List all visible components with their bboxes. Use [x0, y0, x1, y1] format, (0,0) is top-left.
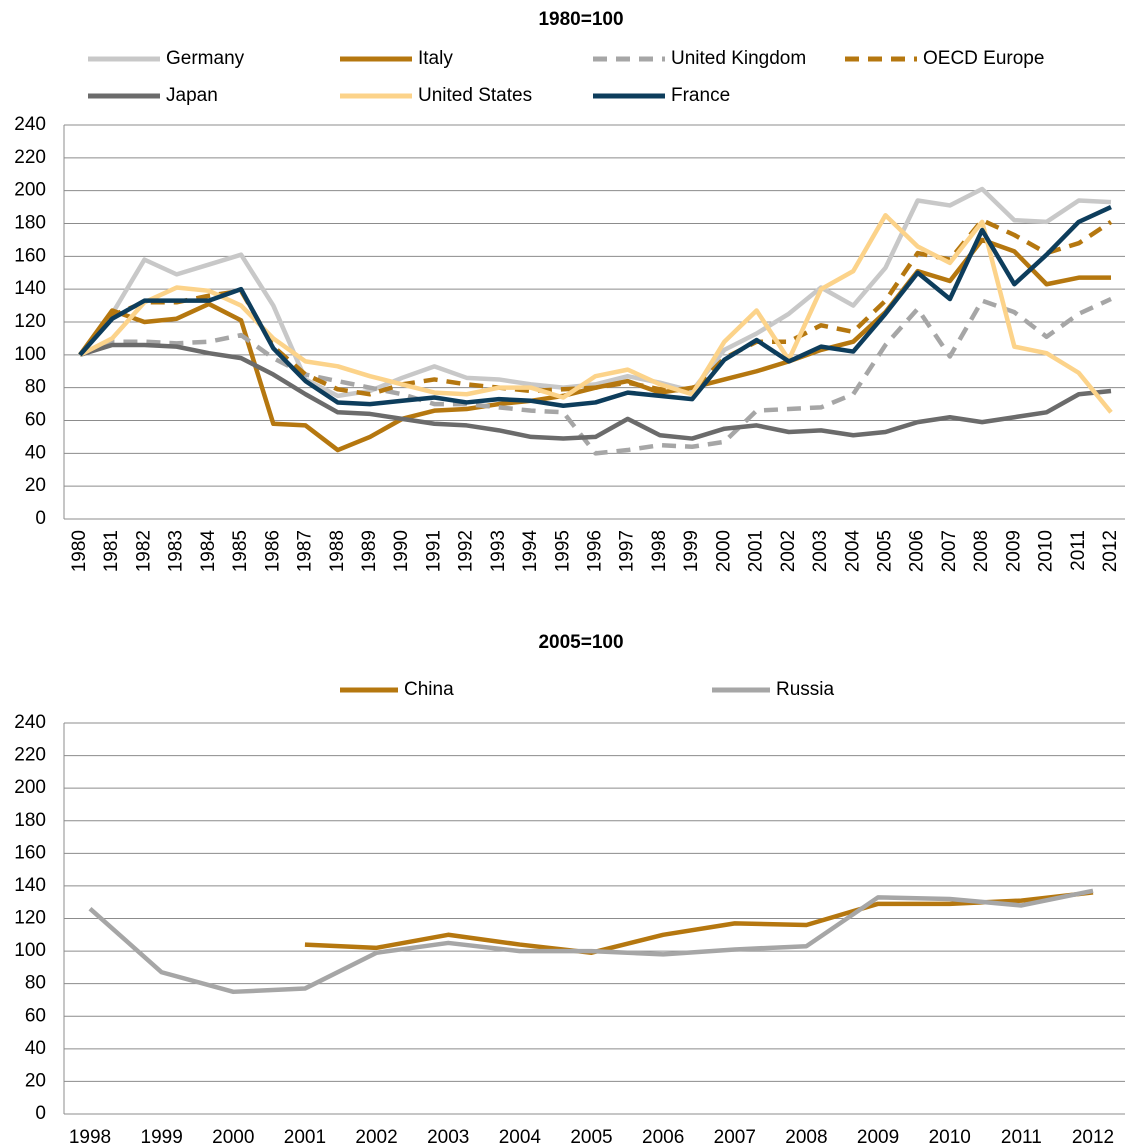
series-line — [78, 213, 1113, 414]
x-tick-label: 1980 — [69, 530, 90, 572]
y-tick-label: 140 — [14, 278, 46, 299]
series-line — [88, 888, 1094, 995]
x-tick-label: 2011 — [1068, 530, 1089, 571]
x-tick-label: 2000 — [713, 530, 734, 572]
x-tick-label: 1983 — [166, 530, 187, 572]
y-tick-label: 60 — [25, 1005, 46, 1026]
y-tick-label: 220 — [14, 745, 46, 766]
y-tick-label: 100 — [14, 940, 46, 961]
x-tick-label: 2003 — [427, 1127, 469, 1147]
legend-label: Italy — [418, 48, 453, 69]
x-tick-label: 2010 — [1036, 530, 1057, 572]
x-tick-label: 1993 — [488, 530, 509, 572]
x-tick-label: 2008 — [785, 1127, 827, 1147]
x-tick-label: 1991 — [423, 530, 444, 572]
x-tick-label: 1990 — [391, 530, 412, 572]
x-tick-label: 2012 — [1072, 1127, 1114, 1147]
series-line — [79, 342, 1112, 441]
legend-label: Russia — [776, 679, 835, 700]
x-tick-label: 2004 — [842, 530, 863, 573]
y-tick-label: 240 — [14, 114, 46, 135]
legend-label: United Kingdom — [671, 48, 806, 69]
legend-label: Japan — [166, 85, 218, 106]
y-tick-label: 60 — [25, 410, 46, 431]
legend-label: OECD Europe — [923, 48, 1044, 69]
x-tick-label: 1982 — [133, 530, 154, 572]
y-tick-label: 40 — [25, 1038, 46, 1059]
y-tick-label: 0 — [35, 508, 46, 529]
x-tick-label: 2001 — [284, 1127, 326, 1147]
y-tick-label: 20 — [25, 1070, 46, 1091]
x-tick-label: 2005 — [874, 530, 895, 572]
x-tick-label: 1992 — [456, 530, 477, 572]
y-tick-label: 160 — [14, 842, 46, 863]
series-line — [78, 205, 1112, 408]
x-tick-label: 1995 — [552, 530, 573, 572]
y-tick-label: 0 — [35, 1103, 46, 1124]
x-tick-label: 2006 — [907, 530, 928, 572]
x-tick-label: 2007 — [714, 1127, 756, 1147]
y-tick-label: 240 — [14, 712, 46, 733]
x-tick-label: 2002 — [778, 530, 799, 572]
y-tick-label: 20 — [25, 475, 46, 496]
y-tick-label: 120 — [14, 908, 46, 929]
x-tick-label: 2001 — [746, 530, 767, 572]
x-tick-label: 1999 — [681, 530, 702, 572]
y-tick-label: 200 — [14, 180, 46, 201]
x-tick-label: 2010 — [929, 1127, 971, 1147]
chart-title: 2005=100 — [538, 632, 623, 653]
x-tick-label: 1994 — [520, 530, 541, 573]
y-tick-label: 180 — [14, 213, 46, 234]
x-tick-label: 1997 — [617, 530, 638, 572]
x-tick-label: 1981 — [101, 530, 122, 572]
series-line — [78, 186, 1112, 399]
legend-label: United States — [418, 85, 532, 106]
x-tick-label: 1996 — [585, 530, 606, 572]
x-tick-label: 1999 — [141, 1127, 183, 1147]
x-tick-label: 1985 — [230, 530, 251, 572]
x-tick-label: 1988 — [327, 530, 348, 572]
x-tick-label: 1989 — [359, 530, 380, 572]
x-tick-label: 2000 — [212, 1127, 254, 1147]
y-tick-label: 80 — [25, 377, 46, 398]
y-tick-label: 140 — [14, 875, 46, 896]
y-tick-label: 120 — [14, 311, 46, 332]
x-tick-label: 2004 — [499, 1127, 542, 1147]
x-tick-label: 2009 — [857, 1127, 899, 1147]
y-tick-label: 200 — [14, 777, 46, 798]
x-tick-label: 1998 — [69, 1127, 111, 1147]
x-tick-label: 2011 — [1001, 1127, 1042, 1147]
legend-label: France — [671, 85, 730, 106]
x-tick-label: 1998 — [649, 530, 670, 572]
chart-title: 1980=100 — [538, 9, 623, 30]
series-line — [79, 296, 1112, 456]
y-tick-label: 100 — [14, 344, 46, 365]
y-tick-label: 220 — [14, 147, 46, 168]
x-tick-label: 1986 — [262, 530, 283, 572]
y-tick-label: 80 — [25, 973, 46, 994]
x-tick-label: 2002 — [355, 1127, 397, 1147]
x-tick-label: 2012 — [1100, 530, 1121, 572]
y-tick-label: 180 — [14, 810, 46, 831]
x-tick-label: 2008 — [971, 530, 992, 572]
y-tick-label: 40 — [25, 442, 46, 463]
x-tick-label: 1984 — [198, 530, 219, 573]
y-tick-label: 160 — [14, 245, 46, 266]
x-tick-label: 2007 — [939, 530, 960, 572]
series-line — [78, 217, 1113, 397]
series-line — [304, 890, 1094, 955]
x-tick-label: 2003 — [810, 530, 831, 572]
x-tick-label: 2006 — [642, 1127, 684, 1147]
x-tick-label: 1987 — [295, 530, 316, 572]
legend-label: Germany — [166, 48, 245, 69]
x-tick-label: 2009 — [1003, 530, 1024, 572]
legend-label: China — [404, 679, 454, 700]
x-tick-label: 2005 — [570, 1127, 612, 1147]
